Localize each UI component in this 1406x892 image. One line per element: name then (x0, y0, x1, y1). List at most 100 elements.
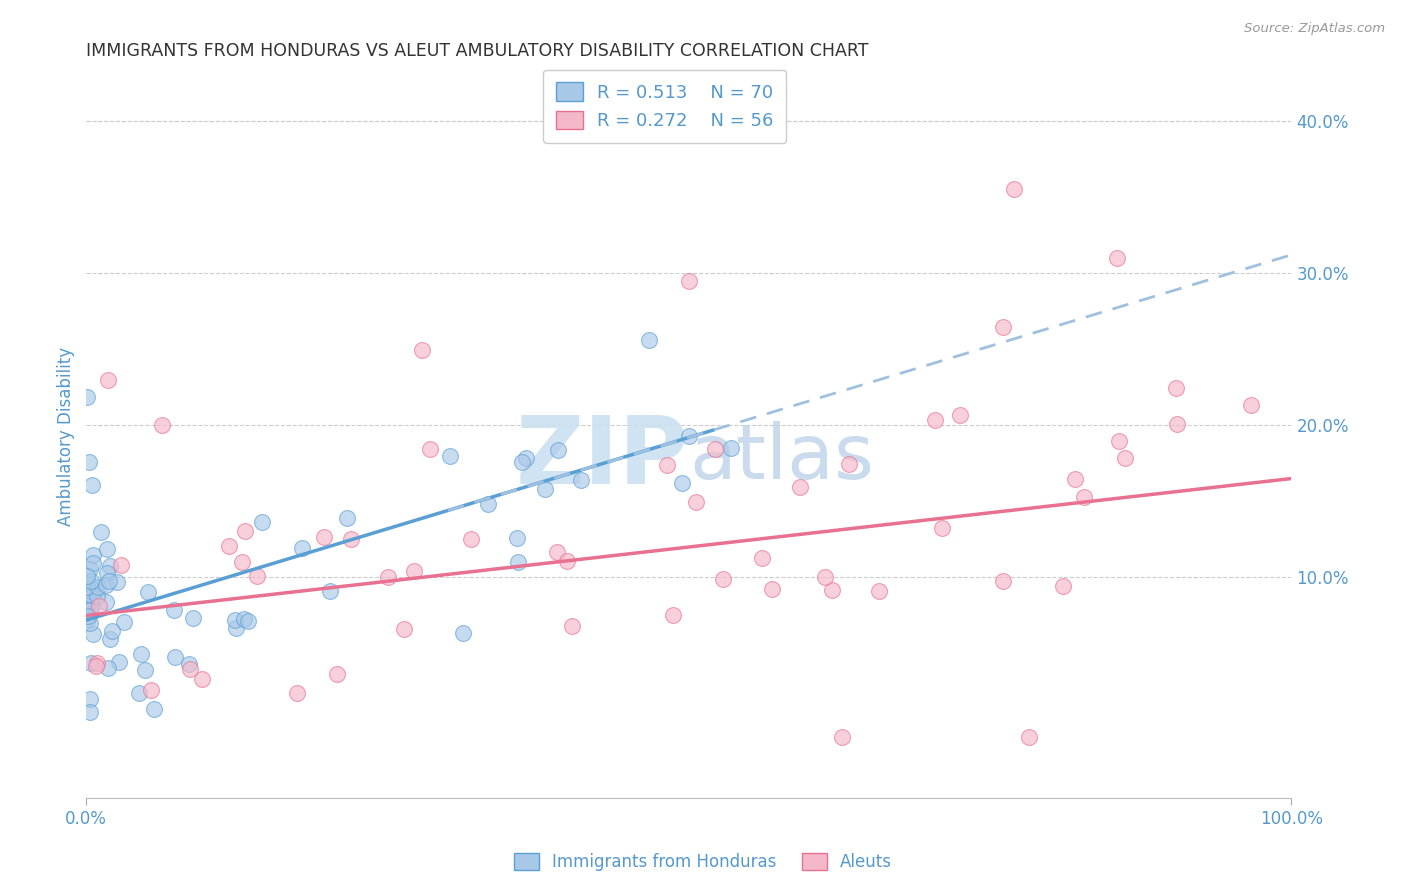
Point (138, 585, 160, 599)
Point (224, 613, 246, 627)
Point (79, 691, 101, 706)
Point (931, 521, 953, 535)
Point (814, 570, 837, 584)
Point (285, 686, 308, 700)
Point (460, 532, 482, 546)
Point (678, 429, 700, 443)
Point (97, 373, 120, 387)
Point (1073, 491, 1095, 505)
Point (231, 555, 253, 569)
Point (150, 418, 173, 433)
Text: ZIP: ZIP (516, 412, 689, 504)
Point (105, 574, 128, 589)
Point (76, 569, 98, 583)
Point (547, 442, 569, 457)
Point (84, 582, 107, 597)
Point (411, 343, 433, 357)
Legend: Immigrants from Honduras, Aleuts: Immigrants from Honduras, Aleuts (506, 845, 900, 880)
Point (79, 706, 101, 720)
Point (291, 541, 314, 555)
Point (1105, 251, 1128, 265)
Point (751, 550, 773, 565)
Point (82, 477, 104, 491)
Point (96, 595, 118, 609)
Point (250, 515, 273, 529)
Point (419, 442, 441, 456)
Point (139, 683, 162, 698)
Point (82, 626, 104, 640)
Point (86, 590, 108, 604)
Point (134, 663, 156, 677)
Point (82, 556, 104, 570)
Point (1052, 579, 1074, 593)
Point (236, 614, 259, 628)
Point (177, 657, 200, 671)
Point (76, 576, 98, 591)
Point (685, 495, 707, 509)
Point (98, 574, 121, 588)
Text: IMMIGRANTS FROM HONDURAS VS ALEUT AMBULATORY DISABILITY CORRELATION CHART: IMMIGRANTS FROM HONDURAS VS ALEUT AMBULA… (86, 42, 869, 60)
Point (96, 578, 118, 592)
Point (128, 686, 150, 700)
Text: atlas: atlas (689, 421, 873, 495)
Point (96, 541, 118, 556)
Point (80, 584, 103, 599)
Point (232, 612, 254, 626)
Point (82, 598, 104, 612)
Point (225, 621, 247, 635)
Point (638, 333, 661, 347)
Point (112, 615, 135, 630)
Point (515, 451, 537, 466)
Point (98, 632, 121, 647)
Point (76, 612, 98, 626)
Point (1166, 417, 1188, 431)
Point (949, 408, 972, 422)
Point (508, 555, 530, 569)
Point (662, 608, 685, 623)
Point (108, 655, 131, 669)
Point (87, 580, 110, 594)
Point (1002, 182, 1025, 196)
Point (82, 589, 104, 603)
Point (79, 616, 101, 631)
Point (924, 413, 946, 427)
Point (110, 558, 132, 572)
Y-axis label: Ambulatory Disability: Ambulatory Disability (58, 347, 75, 526)
Point (655, 458, 678, 473)
Point (671, 475, 693, 490)
Point (84, 658, 107, 673)
Point (831, 731, 853, 745)
Point (991, 574, 1014, 589)
Point (96, 566, 118, 581)
Point (97, 661, 120, 675)
Point (129, 647, 152, 661)
Point (101, 624, 124, 638)
Point (90, 524, 112, 539)
Point (190, 672, 212, 686)
Point (181, 611, 204, 625)
Point (377, 570, 399, 584)
Point (340, 532, 363, 546)
Point (477, 497, 499, 511)
Point (439, 449, 461, 463)
Point (179, 663, 201, 677)
Point (76, 390, 98, 404)
Point (821, 583, 844, 598)
Point (312, 530, 335, 544)
Point (1108, 434, 1130, 448)
Point (79, 562, 101, 576)
Point (838, 457, 860, 471)
Point (1114, 451, 1136, 466)
Point (77, 455, 100, 469)
Point (506, 531, 529, 545)
Text: Source: ZipAtlas.com: Source: ZipAtlas.com (1244, 22, 1385, 36)
Point (80, 657, 103, 671)
Point (1018, 731, 1040, 745)
Point (86, 656, 108, 670)
Point (678, 274, 700, 288)
Point (79, 603, 101, 617)
Point (510, 455, 533, 469)
Legend: R = 0.513    N = 70, R = 0.272    N = 56: R = 0.513 N = 70, R = 0.272 N = 56 (543, 70, 786, 143)
Point (233, 524, 256, 538)
Point (704, 442, 727, 457)
